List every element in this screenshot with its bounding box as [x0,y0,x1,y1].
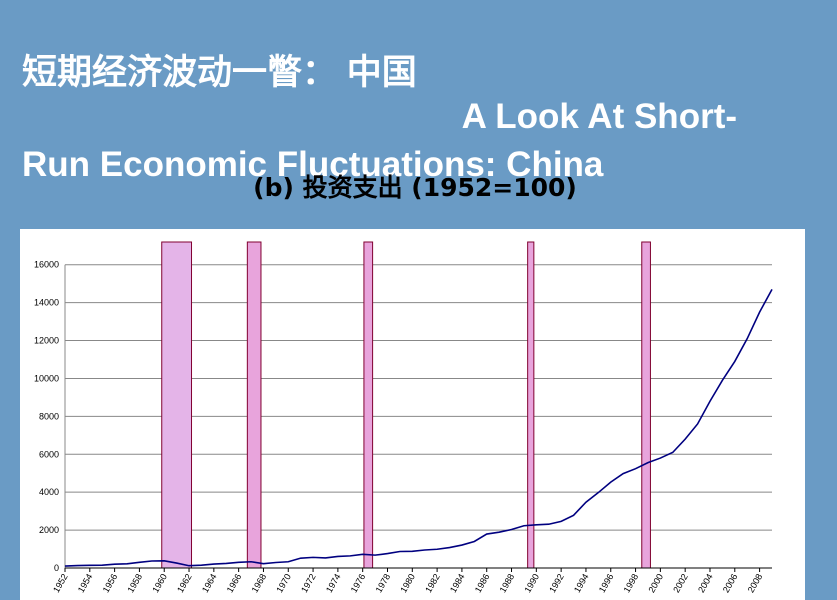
y-tick-label: 10000 [34,373,59,383]
recession-band [161,241,193,569]
title-en-2: Run Economic Fluctuations: China [22,145,604,184]
chart-panel [20,229,805,600]
y-tick-label: 2000 [39,525,59,535]
y-tick-label: 12000 [34,336,59,346]
y-tick-label: 14000 [34,298,59,308]
y-tick-label: 8000 [39,411,59,421]
recession-band [527,241,535,569]
y-tick-label: 4000 [39,487,59,497]
plot: 0200040006000800010000120001400016000195… [34,241,773,594]
y-tick-label: 0 [54,563,59,573]
y-tick-label: 6000 [39,449,59,459]
y-tick-label: 16000 [34,260,59,270]
recession-band [246,241,262,569]
title-zh: 短期经济波动一瞥： 中国 [22,53,417,92]
title-en-1: A Look At Short- [462,97,737,136]
recession-band [641,241,651,569]
chart-title: (b) 投资支出 (1952=100) [253,173,577,202]
series-line [64,289,773,567]
recession-band [363,241,374,569]
